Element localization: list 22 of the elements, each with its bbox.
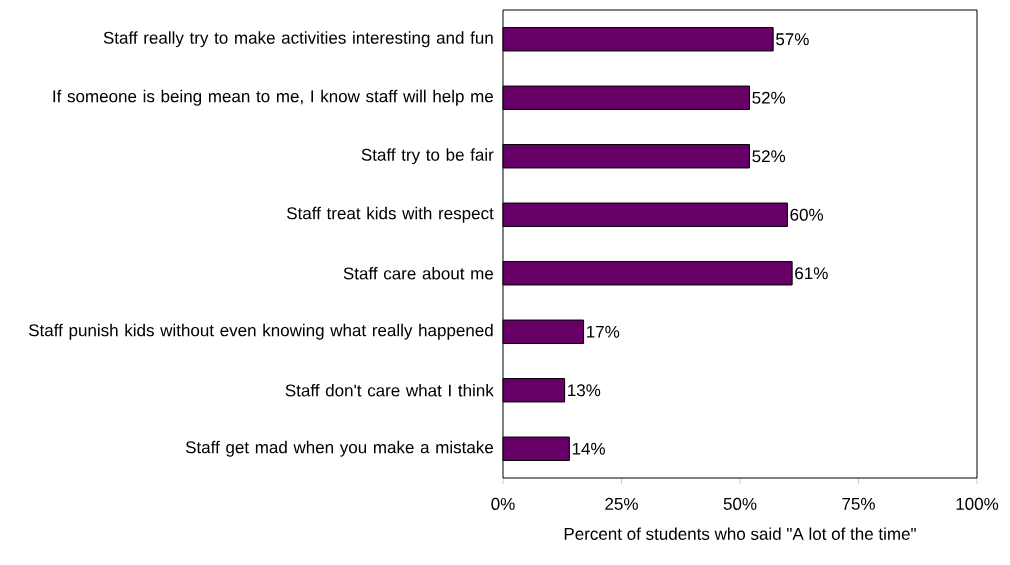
x-tick-label: 100%: [956, 497, 999, 510]
data-label: 52%: [752, 150, 786, 163]
x-tick-label: 75%: [842, 497, 875, 510]
data-label: 57%: [776, 33, 809, 46]
data-label: 14%: [572, 442, 605, 455]
data-label: 17%: [587, 325, 620, 338]
data-label: 61%: [795, 267, 828, 280]
data-label: 60%: [790, 208, 824, 221]
data-label: 13%: [568, 384, 601, 397]
y-tick-label: If someone is being mean to me, I know staff will help me: [53, 89, 493, 106]
y-tick-label: Staff try to be fair: [361, 148, 494, 165]
y-tick-label: Staff treat kids with respect: [287, 206, 494, 223]
data-label: 52%: [752, 91, 786, 104]
x-axis-title: Percent of students who said "A lot of the time": [564, 527, 916, 540]
y-tick-label: Staff don't care what I think: [285, 384, 494, 397]
y-tick-label: Staff get mad when you make a mistake: [185, 440, 494, 457]
x-tick-label: 50%: [723, 497, 757, 510]
y-tick-label: Staff really try to make activities interesting and fun: [103, 31, 493, 48]
y-tick-label: Staff punish kids without even knowing what really happened: [28, 323, 493, 340]
y-tick-label: Staff care about me: [343, 267, 494, 280]
x-tick-label: 25%: [605, 497, 638, 510]
x-tick-label: 0%: [491, 497, 515, 510]
